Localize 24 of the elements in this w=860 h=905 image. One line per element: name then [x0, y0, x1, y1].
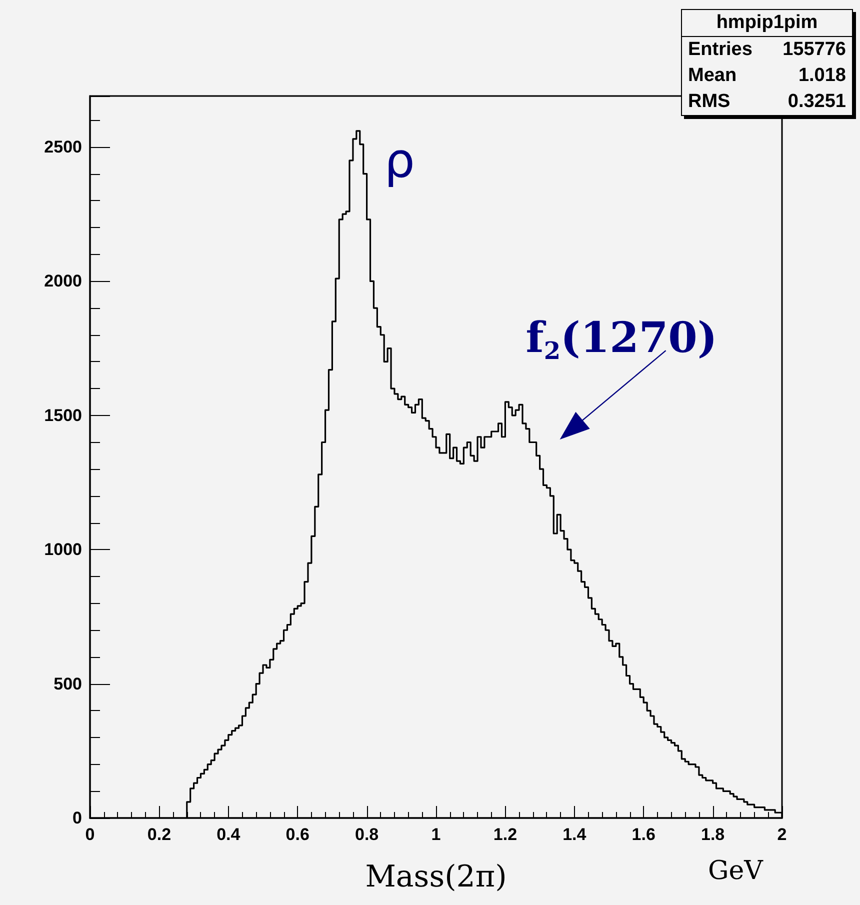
text: GeV: [708, 856, 764, 886]
y-tick-label: 2000: [44, 272, 82, 291]
y-tick-label: 500: [54, 674, 82, 694]
x-tick-label: 0: [85, 825, 95, 844]
x-tick-label: 0.2: [147, 825, 172, 844]
text: hmpip1pim: [682, 10, 852, 37]
y-tick-label: 1500: [44, 406, 82, 425]
x-tick-label: 1.6: [632, 825, 656, 844]
y-tick-label: 0: [72, 808, 82, 828]
text: Mean 1.018: [688, 65, 846, 86]
x-tick-label: 1: [431, 825, 441, 844]
y-tick-label: 1000: [44, 540, 82, 560]
x-axis-title: Mass(2π): [365, 860, 507, 894]
x-tick-label: 0.8: [354, 825, 379, 844]
x-tick-label: 1.8: [700, 825, 725, 844]
annotation: ρ: [384, 132, 415, 189]
x-tick-label: 1.4: [562, 825, 587, 844]
x-tick-label: 0.4: [216, 825, 241, 844]
x-tick-label: 2: [777, 825, 787, 844]
y-tick-label: 2500: [44, 137, 82, 156]
x-tick-label: 0.6: [286, 825, 310, 844]
x-tick-label: 1.2: [493, 825, 518, 844]
text: RMS 0.3251: [688, 91, 846, 112]
text: Entries 155776: [688, 39, 846, 60]
